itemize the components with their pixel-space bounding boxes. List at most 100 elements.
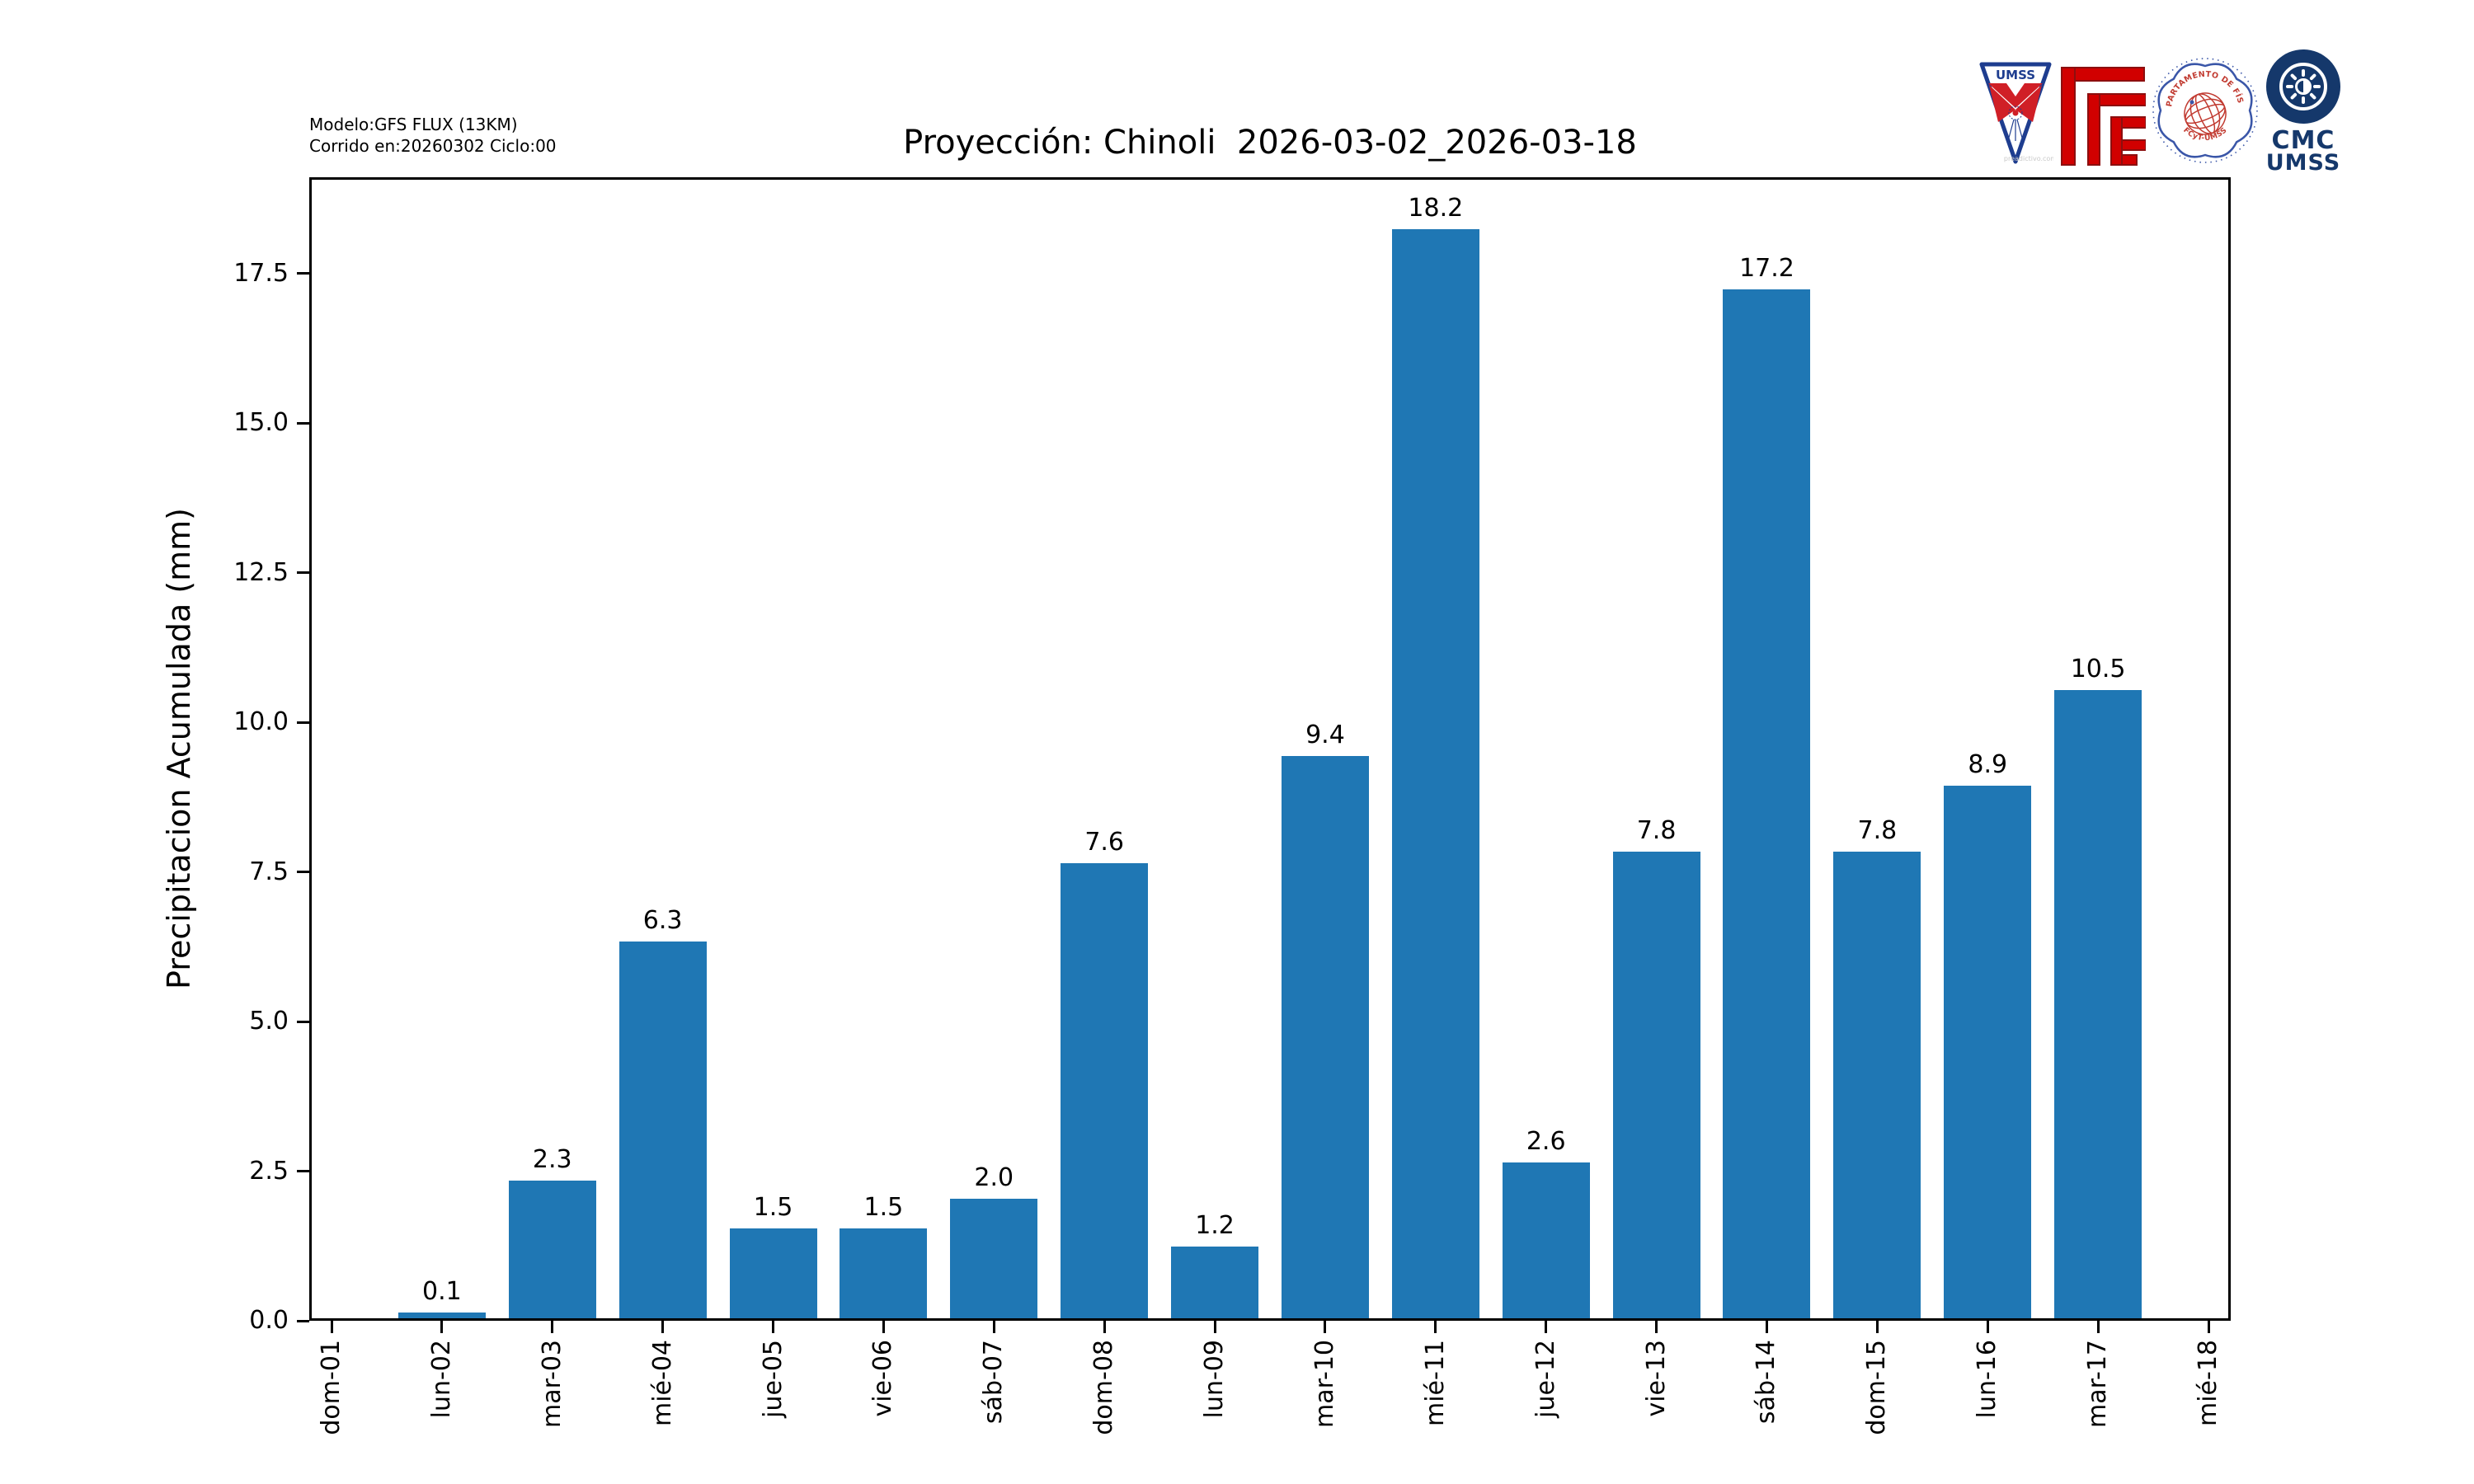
x-tick-label: vie-13 — [1641, 1340, 1671, 1417]
plot-area — [309, 177, 2231, 1321]
pennant-arrows — [2008, 119, 2023, 141]
x-tick-mark — [330, 1321, 333, 1333]
x-tick-mark — [1324, 1321, 1327, 1333]
pennant-white-notch — [2006, 83, 2025, 96]
seal-globe — [2184, 92, 2227, 135]
bar — [950, 1198, 1038, 1318]
umss-pennant-logo-icon: UMSS preadictivo.com — [1979, 62, 2053, 164]
x-tick-mark — [551, 1321, 554, 1333]
x-tick-label: mar-10 — [1310, 1340, 1339, 1429]
maze-blocks — [2061, 67, 2146, 166]
bar — [1061, 863, 1149, 1318]
cmc-rays — [2286, 69, 2321, 104]
bar-value-label: 8.9 — [1968, 750, 2008, 780]
model-line: Modelo:GFS FLUX (13KM) — [309, 115, 518, 134]
x-tick-label: mié-11 — [1420, 1340, 1450, 1427]
y-tick-label: 7.5 — [249, 857, 289, 886]
x-tick-mark — [2096, 1321, 2100, 1333]
bar — [508, 1181, 596, 1318]
x-tick-mark — [1213, 1321, 1216, 1333]
x-tick-label: lun-09 — [1200, 1340, 1230, 1419]
y-tick-mark — [297, 721, 309, 724]
y-tick-label: 17.5 — [233, 258, 289, 288]
cmc-line1: CMC — [2272, 126, 2335, 155]
x-tick-label: jue-12 — [1531, 1340, 1560, 1418]
seal-globe-dot — [2189, 100, 2194, 105]
bar-value-label: 2.0 — [974, 1162, 1014, 1192]
x-tick-label: dom-01 — [317, 1340, 346, 1435]
y-tick-mark — [297, 1319, 309, 1322]
pennant-watermark: preadictivo.com — [2004, 155, 2053, 162]
x-tick-label: jue-05 — [758, 1340, 788, 1418]
x-tick-label: dom-08 — [1089, 1340, 1119, 1435]
bar-value-label: 1.5 — [863, 1193, 904, 1223]
model-info: Modelo:GFS FLUX (13KM) Corrido en:202603… — [309, 114, 557, 157]
x-tick-label: mar-17 — [2083, 1340, 2113, 1429]
x-tick-mark — [772, 1321, 775, 1333]
bar-value-label: 1.2 — [1195, 1210, 1235, 1240]
x-tick-label: mar-03 — [537, 1340, 567, 1429]
cmc-ring — [2279, 63, 2327, 110]
logo-strip: UMSS preadictivo.com — [1971, 45, 2350, 177]
cmc-line2: UMSS — [2266, 150, 2340, 173]
cmc-umss-logo-icon: CMC UMSS — [2266, 49, 2340, 173]
y-axis-label: Precipitacion Acumulada (mm) — [161, 507, 197, 990]
x-tick-mark — [1655, 1321, 1658, 1333]
x-tick-mark — [2207, 1321, 2210, 1333]
x-tick-mark — [440, 1321, 444, 1333]
bar-value-label: 2.6 — [1526, 1127, 1566, 1157]
x-tick-label: sáb-07 — [979, 1340, 1009, 1425]
bar — [1833, 851, 1921, 1318]
bar — [840, 1228, 928, 1318]
x-tick-mark — [1875, 1321, 1879, 1333]
seal-dotted-ring — [2152, 58, 2258, 163]
bar-value-label: 10.5 — [2070, 654, 2126, 683]
pennant-label: UMSS — [1996, 68, 2035, 82]
y-tick-label: 12.5 — [233, 557, 289, 587]
x-tick-mark — [1765, 1321, 1768, 1333]
y-tick-mark — [297, 1170, 309, 1173]
bar — [1944, 786, 2032, 1318]
bar — [729, 1228, 817, 1318]
bar — [1391, 229, 1479, 1318]
x-tick-mark — [1434, 1321, 1437, 1333]
y-tick-mark — [297, 871, 309, 874]
bar-value-label: 6.3 — [642, 905, 683, 935]
bar-value-label: 2.3 — [532, 1145, 572, 1175]
bar-value-label: 9.4 — [1305, 720, 1345, 749]
x-tick-mark — [1545, 1321, 1548, 1333]
y-tick-mark — [297, 272, 309, 275]
x-tick-label: lun-02 — [426, 1340, 456, 1419]
bar-value-label: 7.8 — [1857, 815, 1898, 845]
chart-title: Proyección: Chinoli 2026-03-02_2026-03-1… — [903, 124, 1637, 162]
run-line: Corrido en:20260302 Ciclo:00 — [309, 136, 557, 156]
bar — [1281, 755, 1369, 1318]
bar — [618, 941, 707, 1318]
x-tick-label: sáb-14 — [1752, 1340, 1781, 1425]
fcyt-maze-logo-icon — [2061, 67, 2146, 166]
x-tick-label: dom-15 — [1862, 1340, 1892, 1435]
bar — [397, 1312, 486, 1318]
x-tick-mark — [992, 1321, 995, 1333]
bar — [2054, 689, 2142, 1318]
bar — [1171, 1246, 1259, 1318]
y-tick-mark — [297, 1020, 309, 1023]
y-tick-mark — [297, 571, 309, 575]
x-tick-mark — [661, 1321, 665, 1333]
bar-value-label: 17.2 — [1739, 253, 1794, 283]
x-tick-mark — [882, 1321, 885, 1333]
y-tick-label: 5.0 — [249, 1007, 289, 1036]
x-tick-mark — [1986, 1321, 1989, 1333]
bar-value-label: 7.8 — [1636, 815, 1677, 845]
x-tick-label: mié-18 — [2194, 1340, 2222, 1427]
bar-value-label: 7.6 — [1084, 828, 1125, 857]
cmc-core-half — [2303, 79, 2311, 94]
bar-value-label: 18.2 — [1408, 194, 1464, 223]
x-tick-mark — [1103, 1321, 1106, 1333]
bar — [1502, 1162, 1590, 1318]
y-tick-label: 0.0 — [249, 1306, 289, 1335]
y-tick-mark — [297, 421, 309, 425]
y-tick-label: 2.5 — [249, 1156, 289, 1186]
x-tick-label: lun-16 — [1973, 1340, 2002, 1419]
